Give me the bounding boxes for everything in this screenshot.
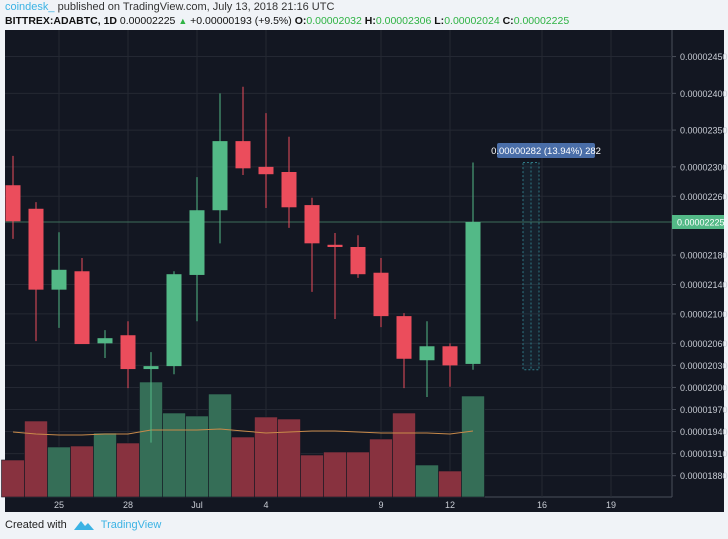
y-tick-label: 0.00002030 (680, 361, 728, 371)
tradingview-link[interactable]: TradingView (100, 519, 162, 531)
symbol-label: BITTREX:ADABTC, 1D (5, 15, 117, 27)
candle-down (304, 205, 320, 244)
volume-bar (369, 438, 393, 498)
volume-bar (116, 442, 140, 498)
open-value: 0.00002032 (306, 15, 362, 27)
x-tick-label: 25 (54, 500, 64, 510)
volume-bar (300, 454, 324, 498)
author-link[interactable]: coindesk_ (5, 1, 55, 13)
low-label: L: (434, 15, 445, 27)
publish-text: published on TradingView.com, July 13, 2… (57, 1, 335, 13)
price-change: +0.00000193 (+9.5%) (190, 15, 292, 27)
volume-bar (1, 459, 25, 498)
volume-ma-line (12, 428, 474, 436)
candle-up (419, 346, 435, 361)
open-label: O: (294, 15, 307, 27)
y-tick-label: 0.00001880 (680, 471, 728, 481)
symbol-info: BITTREX:ADABTC, 1D 0.00002225 ▲ +0.00000… (5, 15, 569, 27)
volume-bar (323, 451, 347, 498)
volume-bar (185, 415, 209, 498)
x-tick-label: 4 (263, 500, 268, 510)
x-tick-label: 9 (378, 500, 383, 510)
candle-down (396, 316, 412, 359)
candle-down (327, 244, 343, 247)
y-tick-label: 0.00002000 (680, 383, 728, 393)
low-value: 0.00002024 (444, 15, 500, 27)
tradingview-logo-icon (73, 521, 94, 530)
y-tick-label: 0.00002060 (680, 339, 728, 349)
y-tick-label: 0.00002350 (680, 126, 728, 136)
candle-down (235, 141, 251, 169)
x-tick-label: Jul (191, 500, 203, 510)
measure-label: 0.00000282 (13.94%) 282 (491, 146, 601, 157)
candle-up (97, 338, 113, 344)
y-tick-label: 0.00002450 (680, 52, 728, 62)
candle-down (281, 172, 297, 208)
candle-down (74, 271, 90, 345)
candle-down (120, 335, 136, 370)
x-tick-label: 28 (123, 500, 133, 510)
y-tick-label: 0.00001910 (680, 449, 728, 459)
y-tick-label: 0.00002180 (680, 251, 728, 261)
volume-bar (231, 436, 255, 498)
volume-bar (415, 464, 439, 498)
volume-bar (47, 446, 71, 498)
high-label: H: (364, 15, 376, 27)
volume-bar (254, 416, 278, 498)
candle-up (189, 210, 205, 275)
volume-bar (277, 418, 301, 498)
y-tick-label: 0.00002400 (680, 89, 728, 99)
last-price-label: 0.00002225 (677, 218, 725, 228)
y-tick-label: 0.00002300 (680, 162, 728, 172)
y-tick-label: 0.00002140 (680, 280, 728, 290)
candle-down (442, 346, 458, 366)
candle-down (373, 272, 389, 317)
footer: Created with TradingView (5, 518, 161, 532)
volume-bar (438, 470, 462, 498)
volume-bar (24, 420, 48, 498)
close-value: 0.00002225 (513, 15, 570, 27)
measure-label-box (497, 143, 595, 158)
candle-down (5, 185, 21, 222)
x-tick-label: 19 (606, 500, 616, 510)
candle-down (28, 208, 44, 290)
candle-down (350, 247, 366, 275)
x-tick-label: 16 (537, 500, 547, 510)
x-tick-label: 12 (445, 500, 455, 510)
candle-up (166, 274, 182, 367)
candle-up (143, 366, 159, 370)
volume-bar (346, 451, 370, 498)
candle-down (258, 166, 274, 175)
high-value: 0.00002306 (375, 15, 432, 27)
volume-bar (162, 412, 186, 498)
close-label: C: (502, 15, 514, 27)
volume-bar (93, 432, 117, 498)
publish-info: coindesk_ published on TradingView.com, … (5, 1, 334, 13)
candle-up (51, 269, 67, 290)
created-with-text: Created with (5, 519, 67, 531)
y-tick-label: 0.00002260 (680, 192, 728, 202)
volume-bar (70, 445, 94, 498)
y-tick-label: 0.00001970 (680, 405, 728, 415)
volume-bar (392, 412, 416, 498)
triangle-up-icon: ▲ (178, 16, 188, 26)
volume-bar (461, 395, 485, 498)
y-tick-label: 0.00001940 (680, 427, 728, 437)
candle-up (212, 141, 228, 211)
last-price-badge (672, 215, 724, 229)
y-tick-label: 0.00002100 (680, 309, 728, 319)
volume-bar (208, 393, 232, 498)
candle-up (465, 222, 481, 364)
last-price: 0.00002225 (119, 15, 176, 27)
